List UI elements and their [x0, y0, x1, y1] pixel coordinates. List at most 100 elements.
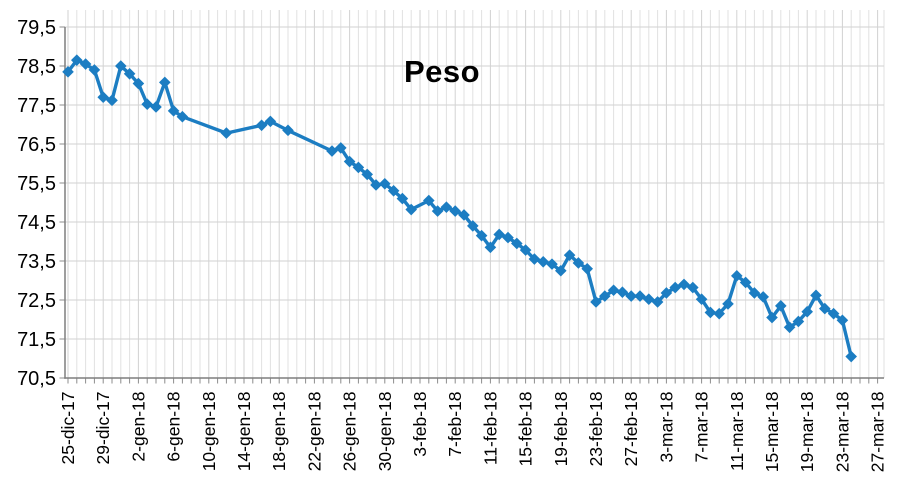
data-point-marker [757, 291, 769, 303]
data-point-marker [361, 168, 373, 181]
data-point-marker [176, 110, 189, 123]
data-point-marker [801, 305, 813, 318]
data-point-marker [440, 201, 453, 213]
data-point-marker [731, 270, 743, 282]
x-axis-tick-label: 11-feb-18 [480, 392, 500, 466]
x-axis-tick-label: 27-mar-18 [868, 392, 888, 473]
x-axis-ticks [67, 378, 879, 384]
data-point-marker [335, 142, 347, 154]
data-point-marker [167, 105, 180, 117]
data-point-marker [141, 98, 153, 111]
data-point-marker [264, 115, 277, 128]
data-point-marker [132, 77, 145, 90]
x-axis-tick-label: 19-feb-18 [551, 392, 571, 467]
x-axis-tick-label: 3-feb-18 [410, 392, 430, 457]
y-axis-tick-label: 74,5 [17, 212, 56, 234]
data-point-marker [739, 276, 752, 289]
y-axis-tick-label: 75,5 [17, 173, 56, 195]
x-axis-tick-label: 30-gen-18 [375, 392, 395, 472]
data-point-marker [581, 263, 593, 275]
data-point-marker [678, 278, 690, 291]
x-axis-tick-label: 18-gen-18 [269, 392, 289, 472]
data-markers [62, 54, 857, 363]
y-axis-labels: 79,5 78,5 77,5 76,5 75,5 74,5 73,5 72,5 71,5 70,5 [17, 17, 56, 390]
y-axis-tick-label: 77,5 [17, 95, 56, 117]
data-point-marker [819, 302, 831, 315]
data-point-marker [783, 321, 796, 334]
data-point-marker [150, 101, 162, 113]
vertical-gridlines [67, 10, 885, 378]
data-point-marker [405, 203, 417, 216]
x-axis-tick-label: 19-mar-18 [797, 392, 817, 473]
x-axis-labels: 25-dic-17 29-dic-17 2-gen-18 6-gen-18 10-gen… [58, 392, 888, 473]
data-point-marker [88, 64, 101, 76]
x-axis-tick-label: 11-mar-18 [727, 392, 747, 471]
data-point-marker [123, 68, 136, 80]
data-point-marker [379, 177, 391, 190]
data-point-marker [467, 220, 479, 232]
y-axis-tick-label: 76,5 [17, 134, 56, 156]
data-point-marker [387, 185, 400, 197]
data-point-marker [502, 231, 514, 244]
y-axis-tick-label: 70,5 [17, 368, 56, 390]
x-axis-tick-label: 7-feb-18 [445, 392, 465, 457]
data-point-marker [625, 290, 637, 302]
data-point-marker [511, 237, 523, 250]
x-axis-tick-label: 29-dic-17 [93, 392, 113, 465]
data-point-marker [563, 249, 576, 261]
data-point-marker [396, 192, 409, 205]
data-point-marker [555, 264, 567, 277]
y-axis-tick-label: 72,5 [17, 290, 56, 312]
x-axis-tick-label: 10-gen-18 [199, 392, 219, 472]
x-axis-tick-label: 25-dic-17 [58, 392, 78, 465]
x-axis-tick-label: 23-mar-18 [832, 392, 852, 473]
data-point-marker [282, 124, 294, 137]
data-point-marker [255, 119, 268, 132]
x-axis-tick-label: 22-gen-18 [304, 392, 324, 472]
data-point-marker [766, 311, 778, 324]
x-axis-tick-label: 7-mar-18 [692, 392, 712, 463]
data-point-marker [775, 300, 787, 312]
data-point-marker [845, 350, 857, 363]
data-point-marker [493, 228, 505, 241]
data-point-marker [115, 60, 127, 72]
data-point-marker [343, 155, 356, 168]
data-point-marker [484, 241, 497, 254]
x-axis-tick-label: 2-gen-18 [128, 392, 148, 462]
data-point-marker [528, 253, 541, 265]
x-axis-tick-label: 3-mar-18 [656, 392, 676, 463]
x-axis-tick-label: 6-gen-18 [164, 392, 184, 462]
data-point-marker [836, 314, 849, 327]
data-point-marker [695, 293, 708, 306]
data-point-marker [810, 289, 822, 302]
y-axis-tick-label: 71,5 [17, 329, 56, 351]
data-point-marker [326, 145, 338, 157]
y-axis-tick-label: 73,5 [17, 251, 56, 273]
data-point-marker [423, 194, 435, 207]
data-point-marker [660, 287, 673, 299]
data-point-marker [449, 205, 461, 217]
data-point-marker [475, 229, 488, 242]
x-axis-tick-label: 15-mar-18 [762, 392, 782, 473]
data-point-marker [431, 205, 444, 217]
x-axis-tick-label: 14-gen-18 [234, 392, 254, 472]
data-point-marker [634, 290, 646, 302]
data-point-marker [370, 179, 382, 191]
data-point-marker [616, 286, 629, 298]
data-point-marker [458, 209, 470, 221]
data-point-marker [537, 255, 549, 268]
data-point-marker [704, 306, 717, 319]
x-axis-tick-label: 27-feb-18 [621, 392, 641, 467]
data-point-marker [687, 281, 699, 294]
data-point-marker [669, 281, 681, 294]
data-point-marker [159, 76, 171, 89]
horizontal-gridlines [65, 26, 884, 379]
y-axis-tick-label: 79,5 [17, 17, 56, 39]
data-point-marker [599, 290, 611, 302]
y-axis-ticks [59, 26, 65, 379]
data-point-marker [607, 284, 620, 297]
x-axis-tick-label: 26-gen-18 [340, 392, 360, 472]
data-point-marker [713, 307, 725, 320]
